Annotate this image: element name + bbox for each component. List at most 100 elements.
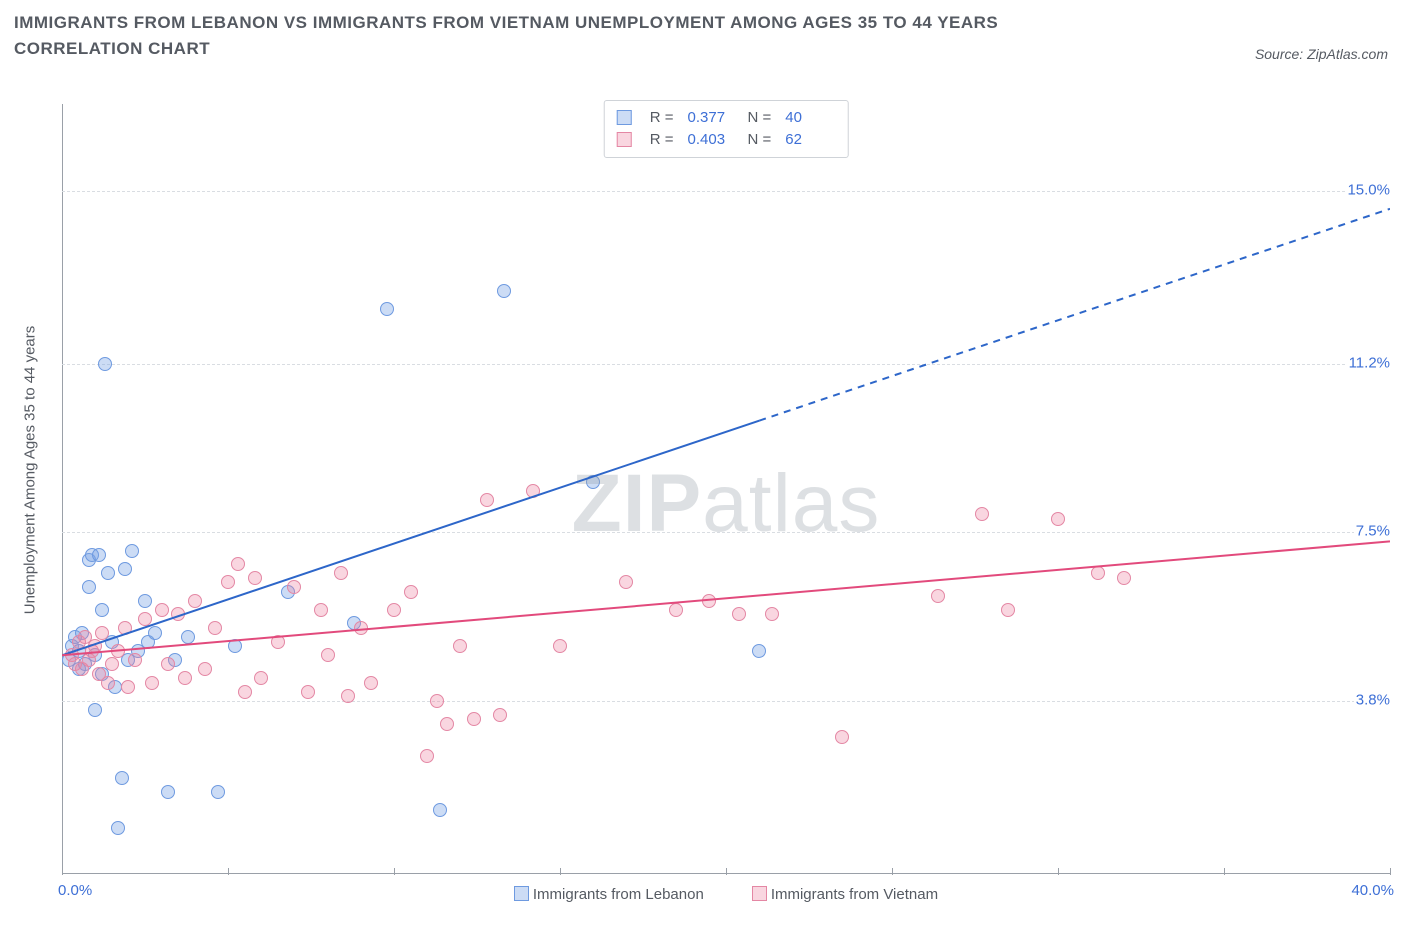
x-tick bbox=[1224, 868, 1225, 875]
data-point bbox=[145, 676, 159, 690]
data-point bbox=[835, 730, 849, 744]
data-point bbox=[208, 621, 222, 635]
data-point bbox=[1051, 512, 1065, 526]
data-point bbox=[211, 785, 225, 799]
watermark: ZIPatlas bbox=[572, 457, 881, 551]
data-point bbox=[493, 708, 507, 722]
data-point bbox=[619, 575, 633, 589]
data-point bbox=[138, 594, 152, 608]
data-point bbox=[95, 626, 109, 640]
data-point bbox=[178, 671, 192, 685]
legend-series-item: Immigrants from Vietnam bbox=[752, 886, 938, 903]
legend-r-value: 0.377 bbox=[688, 107, 734, 129]
data-point bbox=[440, 717, 454, 731]
data-point bbox=[101, 566, 115, 580]
data-point bbox=[231, 557, 245, 571]
data-point bbox=[161, 785, 175, 799]
data-point bbox=[702, 594, 716, 608]
data-point bbox=[118, 621, 132, 635]
y-tick-label: 7.5% bbox=[1354, 523, 1392, 540]
x-tick bbox=[1058, 868, 1059, 875]
data-point bbox=[364, 676, 378, 690]
data-point bbox=[380, 302, 394, 316]
data-point bbox=[248, 571, 262, 585]
legend-series-item: Immigrants from Lebanon bbox=[514, 886, 704, 903]
data-point bbox=[586, 475, 600, 489]
legend-r-value: 0.403 bbox=[688, 129, 734, 151]
legend-n-value: 62 bbox=[785, 129, 831, 151]
data-point bbox=[334, 566, 348, 580]
data-point bbox=[198, 662, 212, 676]
data-point bbox=[341, 689, 355, 703]
data-point bbox=[118, 562, 132, 576]
data-point bbox=[125, 544, 139, 558]
data-point bbox=[111, 821, 125, 835]
data-point bbox=[453, 639, 467, 653]
x-tick bbox=[726, 868, 727, 875]
legend-n-value: 40 bbox=[785, 107, 831, 129]
legend-series-label: Immigrants from Lebanon bbox=[533, 886, 704, 903]
data-point bbox=[553, 639, 567, 653]
legend-correlation-row: R =0.377N =40 bbox=[617, 107, 832, 129]
data-point bbox=[171, 607, 185, 621]
data-point bbox=[301, 685, 315, 699]
data-point bbox=[228, 639, 242, 653]
legend-series-label: Immigrants from Vietnam bbox=[771, 886, 938, 903]
data-point bbox=[115, 771, 129, 785]
data-point bbox=[155, 603, 169, 617]
y-tick-label: 15.0% bbox=[1345, 181, 1392, 198]
data-point bbox=[121, 680, 135, 694]
data-point bbox=[467, 712, 481, 726]
data-point bbox=[271, 635, 285, 649]
scatter-plot-area: ZIPatlas R =0.377N =40R =0.403N =62 0.0%… bbox=[62, 104, 1390, 874]
data-point bbox=[148, 626, 162, 640]
data-point bbox=[314, 603, 328, 617]
y-gridline bbox=[62, 532, 1390, 533]
data-point bbox=[254, 671, 268, 685]
data-point bbox=[420, 749, 434, 763]
data-point bbox=[480, 493, 494, 507]
data-point bbox=[433, 803, 447, 817]
watermark-bold: ZIP bbox=[572, 458, 703, 549]
legend-correlation-row: R =0.403N =62 bbox=[617, 129, 832, 151]
series-legend: Immigrants from Lebanon Immigrants from V… bbox=[62, 886, 1390, 903]
data-point bbox=[95, 603, 109, 617]
legend-n-label: N = bbox=[748, 129, 772, 151]
x-tick bbox=[1390, 868, 1391, 875]
legend-swatch bbox=[514, 886, 529, 901]
x-tick bbox=[394, 868, 395, 875]
data-point bbox=[526, 484, 540, 498]
x-tick bbox=[892, 868, 893, 875]
x-tick bbox=[228, 868, 229, 875]
data-point bbox=[931, 589, 945, 603]
data-point bbox=[161, 657, 175, 671]
regression-lines bbox=[62, 104, 1390, 874]
data-point bbox=[430, 694, 444, 708]
data-point bbox=[404, 585, 418, 599]
correlation-legend: R =0.377N =40R =0.403N =62 bbox=[604, 100, 849, 158]
source-attribution: Source: ZipAtlas.com bbox=[1255, 46, 1388, 62]
data-point bbox=[98, 357, 112, 371]
data-point bbox=[287, 580, 301, 594]
y-gridline bbox=[62, 191, 1390, 192]
watermark-light: atlas bbox=[702, 458, 880, 549]
data-point bbox=[1117, 571, 1131, 585]
data-point bbox=[188, 594, 202, 608]
data-point bbox=[82, 580, 96, 594]
legend-swatch bbox=[617, 132, 632, 147]
chart-title: IMMIGRANTS FROM LEBANON VS IMMIGRANTS FR… bbox=[14, 10, 1114, 63]
data-point bbox=[975, 507, 989, 521]
data-point bbox=[105, 657, 119, 671]
legend-swatch bbox=[752, 886, 767, 901]
y-axis-line bbox=[62, 104, 63, 874]
y-gridline bbox=[62, 701, 1390, 702]
data-point bbox=[238, 685, 252, 699]
data-point bbox=[321, 648, 335, 662]
data-point bbox=[1091, 566, 1105, 580]
y-tick-label: 3.8% bbox=[1354, 692, 1392, 709]
data-point bbox=[128, 653, 142, 667]
data-point bbox=[221, 575, 235, 589]
y-tick-label: 11.2% bbox=[1347, 354, 1392, 371]
data-point bbox=[181, 630, 195, 644]
data-point bbox=[765, 607, 779, 621]
